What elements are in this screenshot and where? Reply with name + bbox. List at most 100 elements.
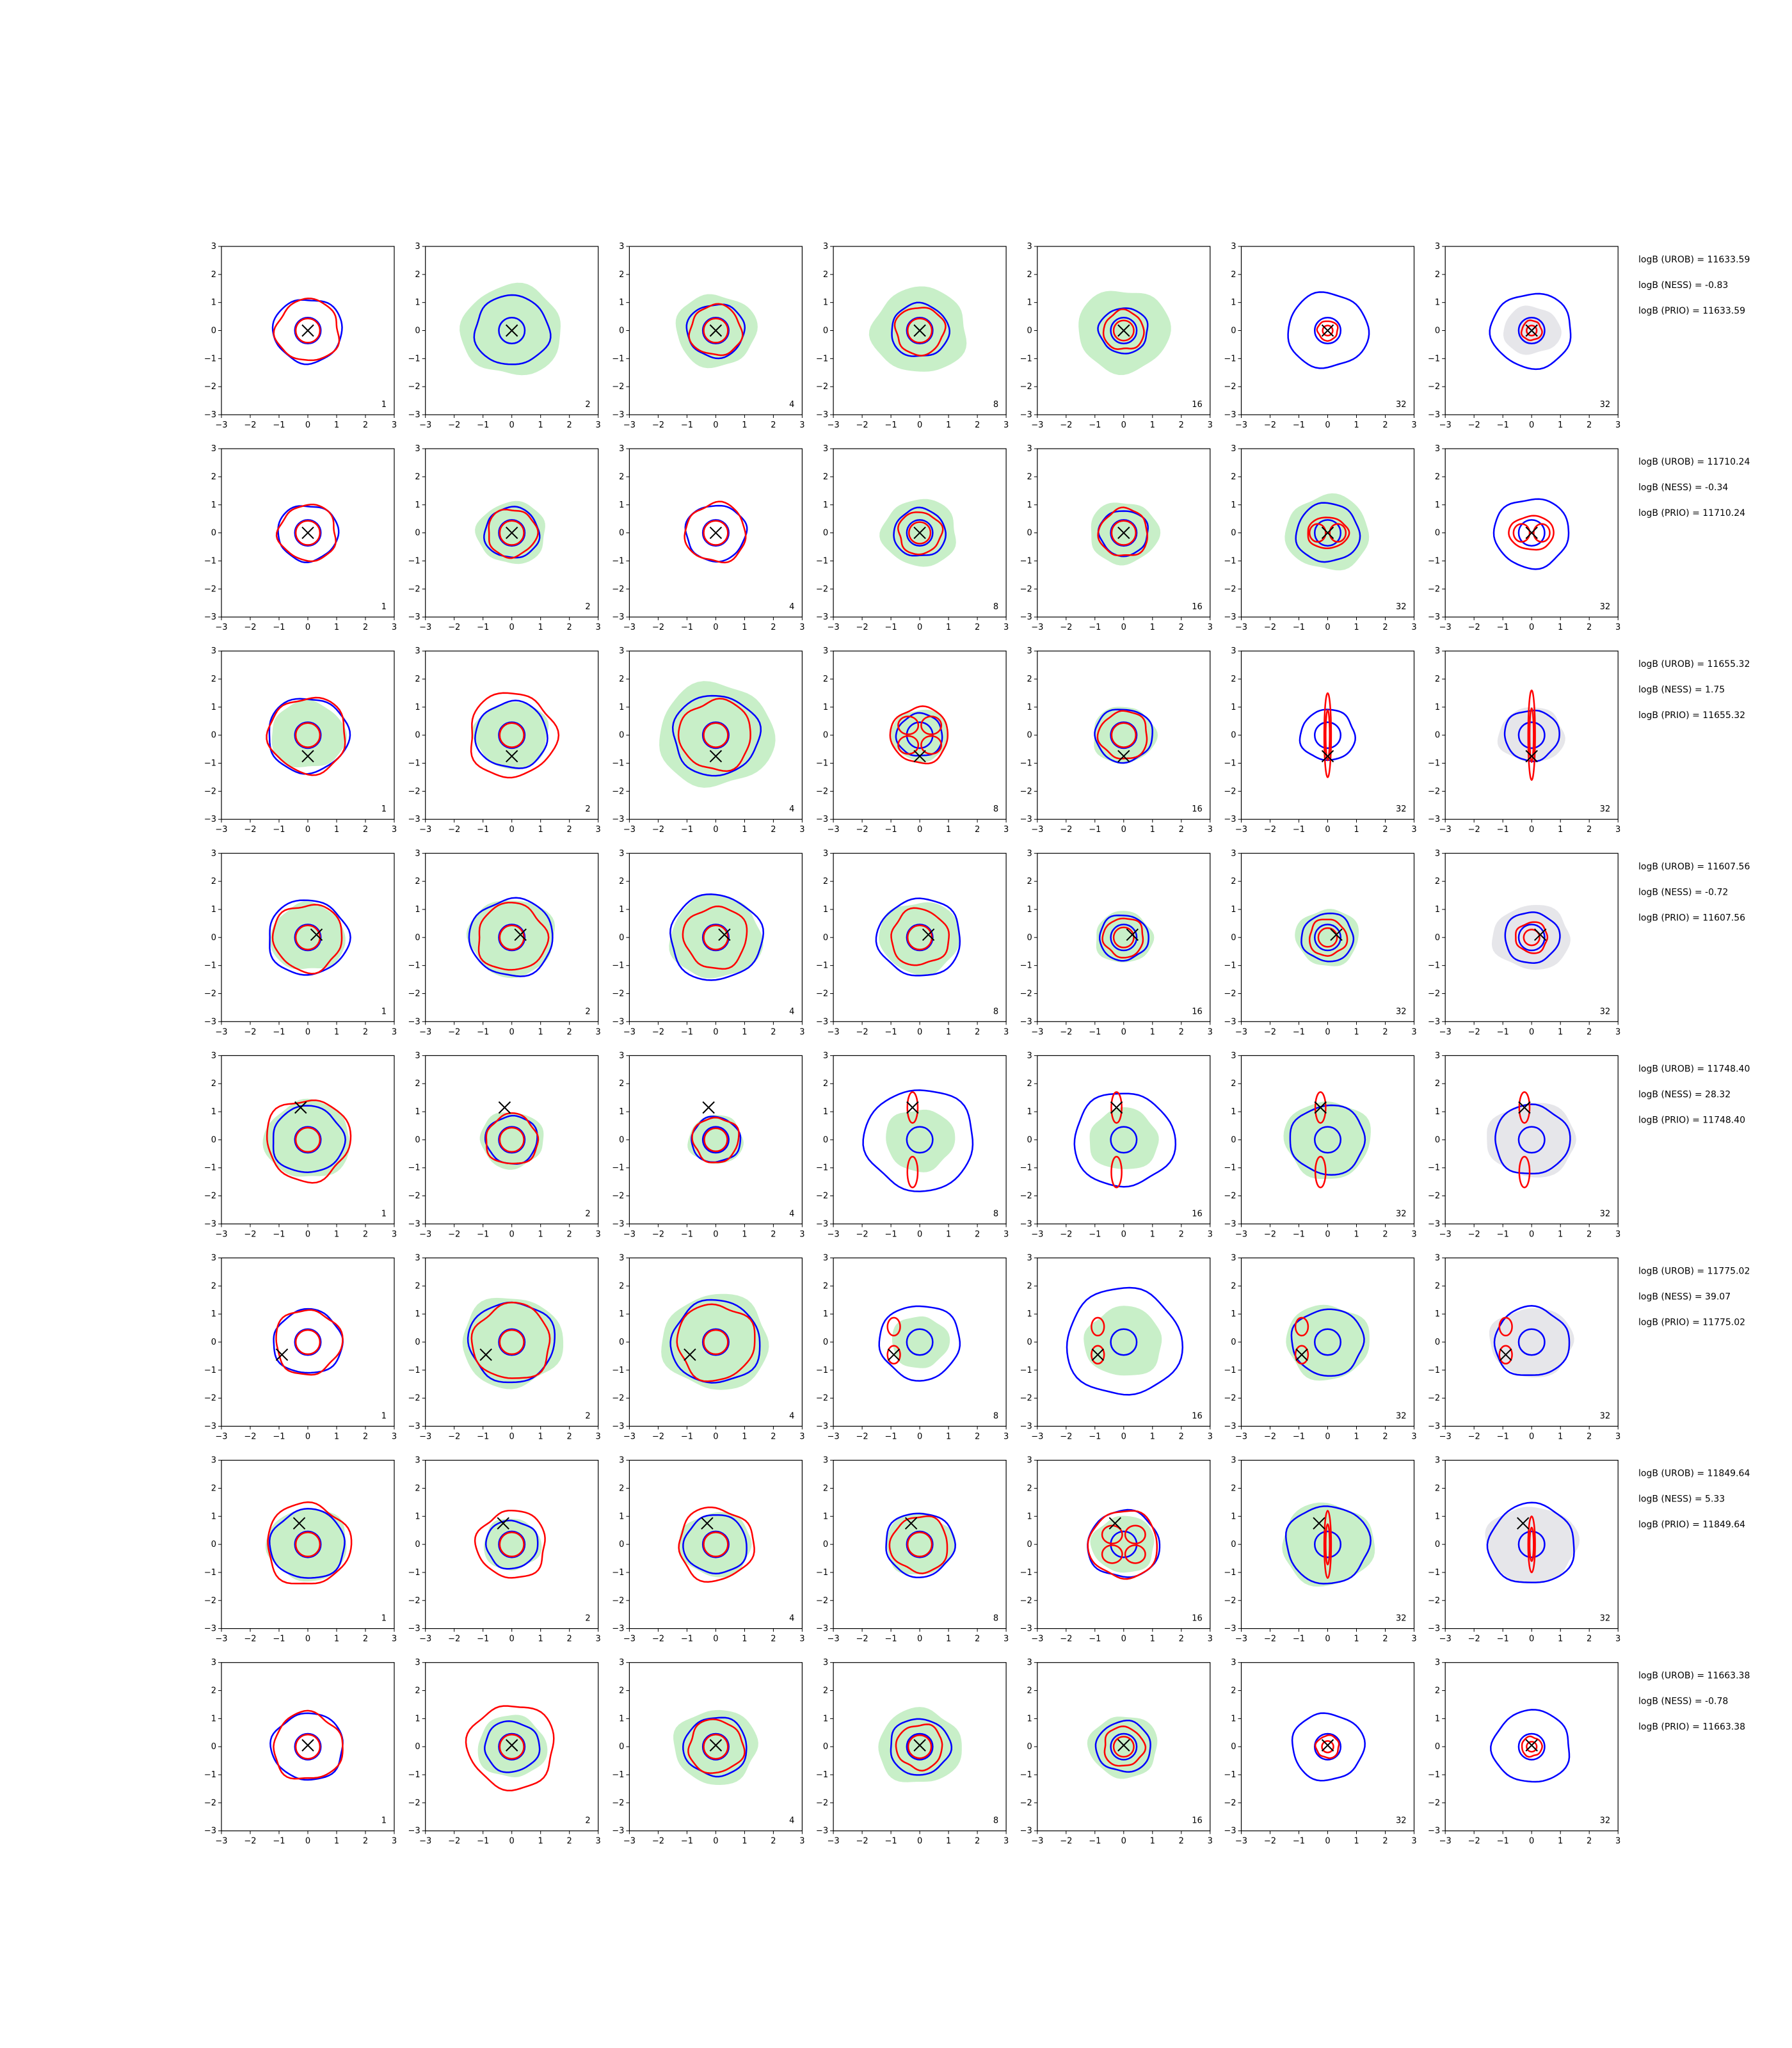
- blue-contour-inner: [1517, 721, 1546, 749]
- x-tick-label: 2: [363, 1027, 368, 1037]
- y-tick-label: 2: [1435, 1281, 1440, 1291]
- red-contour-inner: [1528, 707, 1535, 764]
- x-tick-label: 0: [1529, 1837, 1534, 1846]
- red-contour-lobe: [1314, 1155, 1327, 1188]
- y-tick-label: −3: [408, 1422, 420, 1432]
- true-value-marker: [1314, 1101, 1327, 1114]
- x-tick-label: −3: [828, 1432, 840, 1442]
- y-tick-label: −2: [1020, 382, 1032, 392]
- blue-contour-inner: [498, 519, 526, 547]
- x-tick-label: 3: [392, 1432, 397, 1442]
- x-tick-label: −3: [828, 1635, 840, 1644]
- x-tick-label: 3: [392, 1229, 397, 1239]
- y-tick-label: −2: [1224, 1798, 1236, 1808]
- green-density-region: [471, 702, 549, 770]
- x-tick-label: −3: [1235, 1635, 1247, 1644]
- x-tick-label: −2: [448, 1635, 460, 1644]
- blue-contour: [684, 504, 748, 563]
- panel-corner-label: 4: [789, 1209, 794, 1219]
- subplot: −3−3 −2 −2 −1 −1 0 0 1 1 2 2 3 3 32: [1224, 242, 1416, 430]
- x-tick-label: 3: [1411, 1432, 1416, 1442]
- y-tick-label: 3: [823, 242, 828, 252]
- x-tick-label: −2: [1264, 1432, 1276, 1442]
- y-tick-label: −1: [204, 1568, 216, 1578]
- x-tick-label: 3: [596, 623, 601, 632]
- subplot: −3−3 −2 −2 −1 −1 0 0 1 1 2 2 3 3 16: [1020, 646, 1213, 835]
- red-contour: [889, 705, 949, 765]
- logb-annotation: logB (NESS) = 5.33: [1638, 1494, 1725, 1505]
- true-value-marker: [701, 1517, 714, 1530]
- x-tick-label: 3: [1208, 1229, 1213, 1239]
- y-tick-label: 2: [415, 1686, 420, 1696]
- x-tick-label: −2: [856, 420, 868, 430]
- x-tick-label: 0: [305, 1027, 310, 1037]
- y-tick-label: 3: [1027, 1658, 1032, 1668]
- x-tick-label: 1: [1150, 623, 1155, 632]
- x-tick-label: −3: [623, 1432, 636, 1442]
- true-value-marker: [301, 749, 314, 763]
- logb-annotation: logB (PRIO) = 11748.40: [1638, 1115, 1745, 1125]
- true-value-marker: [913, 1739, 926, 1752]
- x-tick-label: −1: [1089, 825, 1101, 835]
- panel-corner-label: 1: [381, 1614, 387, 1624]
- x-tick-label: 3: [596, 825, 601, 835]
- true-value-marker: [1091, 1348, 1105, 1361]
- blue-contour: [1492, 498, 1570, 570]
- blue-contour-inner: [906, 721, 934, 749]
- x-tick-label: 0: [713, 1432, 718, 1442]
- y-tick-label: 1: [1231, 1309, 1236, 1319]
- y-tick-label: 2: [823, 1079, 828, 1089]
- x-tick-label: 1: [538, 1229, 543, 1239]
- y-tick-label: −2: [1428, 1798, 1440, 1808]
- y-tick-label: −2: [1224, 1394, 1236, 1404]
- logb-annotation: logB (UROB) = 11607.56: [1638, 861, 1750, 872]
- y-tick-label: −2: [1020, 1596, 1032, 1606]
- y-tick-label: 1: [1231, 500, 1236, 510]
- x-tick-label: 1: [1150, 1229, 1155, 1239]
- y-tick-label: 2: [1435, 1079, 1440, 1089]
- y-tick-label: 0: [1027, 1135, 1032, 1145]
- y-tick-label: −1: [204, 1770, 216, 1780]
- y-tick-label: −3: [816, 1017, 828, 1027]
- blue-contour-inner: [294, 1732, 322, 1761]
- x-tick-label: 0: [713, 623, 718, 632]
- y-tick-label: −3: [1224, 815, 1236, 824]
- true-value-marker: [1117, 324, 1130, 337]
- x-tick-label: −3: [1439, 623, 1452, 632]
- y-tick-label: −1: [1020, 1164, 1032, 1173]
- y-tick-label: 2: [1435, 675, 1440, 684]
- y-tick-label: 3: [1435, 1254, 1440, 1263]
- y-tick-label: 3: [1027, 1456, 1032, 1466]
- x-tick-label: 2: [975, 1432, 980, 1442]
- y-tick-label: −2: [204, 382, 216, 392]
- y-tick-label: −3: [612, 1827, 624, 1836]
- x-tick-label: 1: [946, 1837, 951, 1846]
- x-tick-label: 1: [1354, 1837, 1359, 1846]
- panel-row: −3−3−2−2−1−1001122331−3−3−2−2−1−10011223…: [204, 1456, 1750, 1644]
- y-tick-label: −1: [408, 1164, 420, 1173]
- logb-annotation: logB (PRIO) = 11607.56: [1638, 913, 1745, 923]
- red-contour-inner: [1112, 1736, 1135, 1758]
- red-contour-inner: [906, 1531, 933, 1558]
- y-tick-label: 1: [823, 1107, 828, 1117]
- red-contour: [1316, 320, 1339, 342]
- red-contour-lobe: [1294, 1316, 1309, 1337]
- x-tick-label: 3: [799, 1837, 804, 1846]
- y-tick-label: 3: [619, 1051, 624, 1060]
- y-tick-label: 3: [823, 849, 828, 858]
- y-tick-label: 1: [1435, 1714, 1440, 1724]
- panel-corner-label: 2: [585, 1007, 590, 1016]
- x-tick-label: 1: [334, 623, 339, 632]
- x-tick-label: 3: [1208, 825, 1213, 835]
- blue-contour: [1287, 291, 1370, 369]
- logb-annotation: logB (NESS) = 28.32: [1638, 1089, 1731, 1100]
- blue-contour: [862, 1089, 974, 1192]
- y-tick-label: 3: [1027, 646, 1032, 656]
- red-contour: [273, 298, 340, 362]
- panel-corner-label: 16: [1192, 1816, 1203, 1826]
- y-tick-label: 2: [211, 675, 216, 684]
- x-tick-label: −3: [1031, 1432, 1043, 1442]
- true-value-marker: [275, 1348, 289, 1361]
- y-tick-label: 0: [1231, 1135, 1236, 1145]
